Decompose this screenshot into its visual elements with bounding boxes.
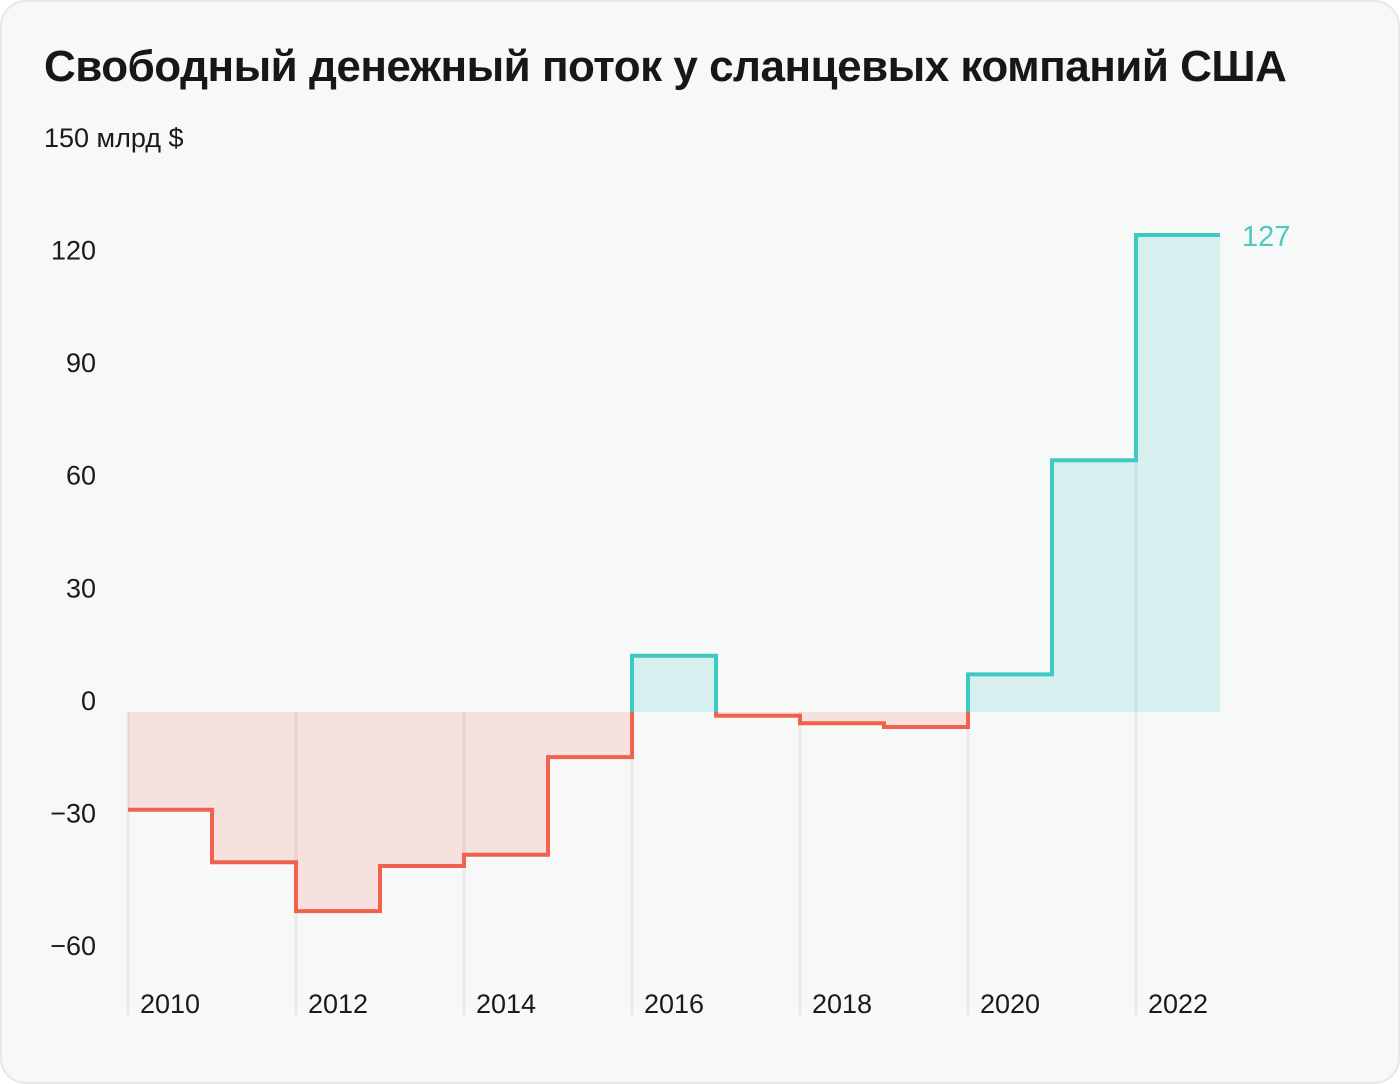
step-lines xyxy=(128,233,1220,914)
y-tick-−30: −30 xyxy=(50,799,96,829)
y-tick-60: 60 xyxy=(66,461,96,491)
x-tick-2010: 2010 xyxy=(140,989,200,1019)
gridlines xyxy=(126,235,1138,1015)
x-tick-2022: 2022 xyxy=(1148,989,1208,1019)
positive-area-fill xyxy=(968,235,1220,712)
y-tick-90: 90 xyxy=(66,348,96,378)
positive-step-line xyxy=(966,233,1220,712)
positive-area-fill xyxy=(632,655,716,712)
positive-step-line xyxy=(630,653,718,712)
chart-title: Свободный денежный поток у сланцевых ком… xyxy=(44,42,1287,91)
x-tick-2012: 2012 xyxy=(308,989,368,1019)
area-fills xyxy=(128,235,1220,912)
x-tick-2018: 2018 xyxy=(812,989,872,1019)
x-tick-2014: 2014 xyxy=(476,989,536,1019)
negative-step-line xyxy=(128,712,634,914)
y-tick-30: 30 xyxy=(66,573,96,603)
last-value-annotation: 127 xyxy=(1242,221,1290,253)
y-tick-0: 0 xyxy=(81,686,96,716)
y-tick-120: 120 xyxy=(51,235,96,265)
x-axis-labels: 2010 2012 2014 2016 2018 2020 2022 xyxy=(140,989,1208,1019)
y-tick-−60: −60 xyxy=(50,931,96,961)
negative-step-line xyxy=(714,712,970,729)
y-axis-unit-label: 150 млрд $ xyxy=(44,123,184,153)
x-tick-2020: 2020 xyxy=(980,989,1040,1019)
y-axis-labels: 120 90 60 30 0 −30 −60 150 млрд $ xyxy=(44,123,184,961)
x-tick-2016: 2016 xyxy=(644,989,704,1019)
